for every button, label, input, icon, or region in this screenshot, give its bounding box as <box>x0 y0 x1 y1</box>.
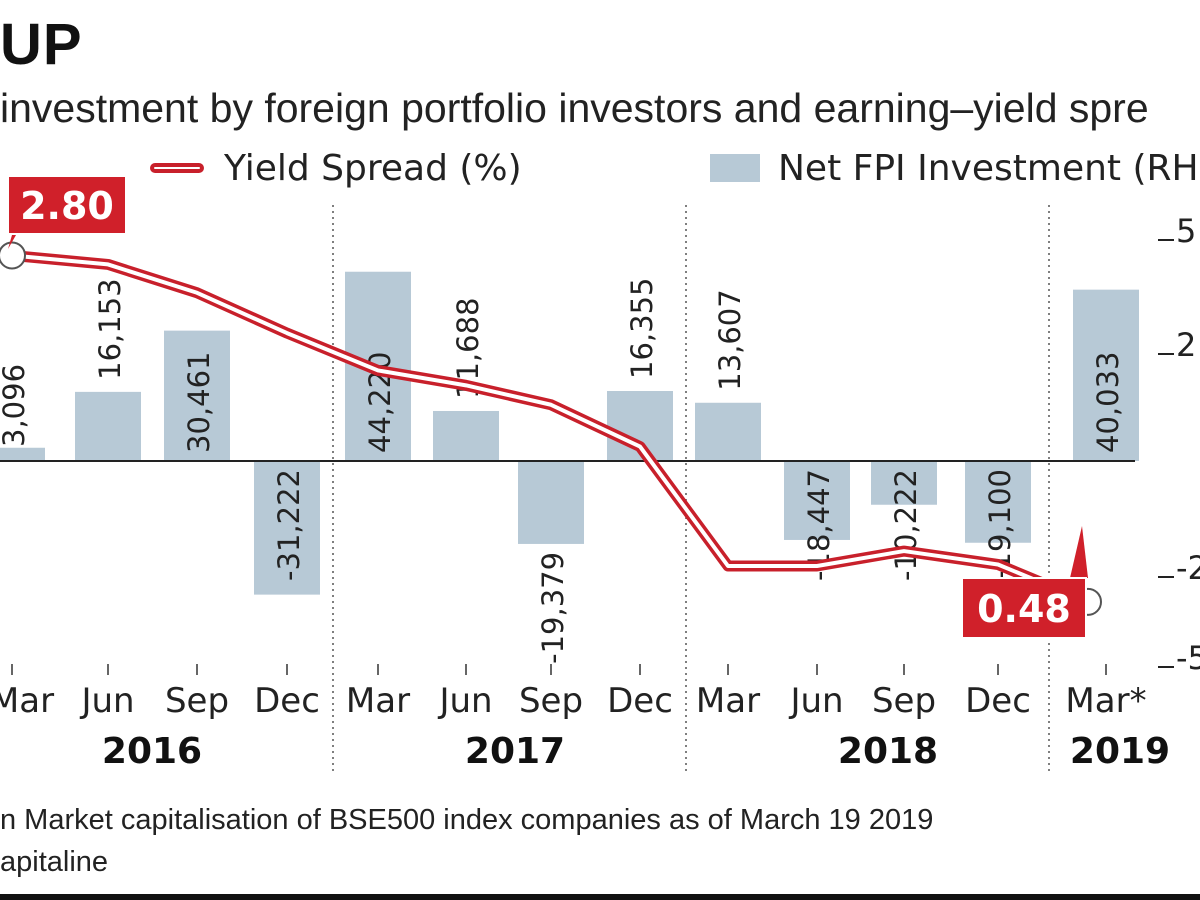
footnote-source: apitaline <box>0 846 109 878</box>
footnote-note: n Market capitalisation of BSE500 index … <box>0 804 934 836</box>
bar <box>784 461 850 540</box>
right-axis-tick-label: -2 <box>1176 549 1200 587</box>
callout-pointer <box>1070 526 1088 578</box>
bar-value-label: 16,153 <box>93 278 127 379</box>
month-label: Mar* <box>1065 681 1146 721</box>
chart-title: UP <box>0 12 83 77</box>
bar-value-label: 3,096 <box>0 364 31 447</box>
month-label: Mar <box>0 681 54 721</box>
month-label: Sep <box>165 681 229 721</box>
callout-box <box>961 577 1087 639</box>
callout-value: 0.48 <box>977 587 1071 631</box>
bar-value-label: 30,461 <box>182 352 216 453</box>
bar-value-label: -31,222 <box>272 469 306 581</box>
callout-value: 2.80 <box>20 184 114 228</box>
legend-bar-label: Net FPI Investment (RHS) <box>778 147 1200 189</box>
yield-spread-line-inner <box>11 253 1089 604</box>
right-axis-tick-label: -5 <box>1176 639 1200 677</box>
bar <box>433 410 499 461</box>
bar-value-label: -10,222 <box>889 469 923 581</box>
bar-value-label: 16,355 <box>625 278 659 379</box>
month-label: Dec <box>965 681 1031 721</box>
bar-value-label: -19,379 <box>536 552 570 664</box>
bar <box>518 461 584 544</box>
bar <box>965 461 1031 543</box>
month-label: Jun <box>437 681 492 721</box>
bottom-rule <box>0 894 1200 900</box>
month-label: Mar <box>346 681 410 721</box>
bar <box>164 330 230 461</box>
right-axis-tick-label: 5 <box>1176 212 1196 250</box>
bar-value-label: 40,033 <box>1091 352 1125 453</box>
year-label: 2016 <box>102 731 202 772</box>
year-label: 2019 <box>1070 731 1170 772</box>
year-label: 2018 <box>838 731 938 772</box>
legend-line-swatch <box>150 163 204 173</box>
yield-point-marker <box>0 241 26 270</box>
bar-value-label: 13,607 <box>713 289 747 390</box>
bar <box>0 447 45 461</box>
chart-subtitle: investment by foreign portfolio investor… <box>0 85 1149 131</box>
bar <box>1073 289 1139 461</box>
right-axis-tick-label: 2 <box>1176 326 1196 364</box>
legend-bar-swatch <box>710 154 760 182</box>
bar <box>871 461 937 505</box>
year-label: 2017 <box>465 731 565 772</box>
bar <box>695 402 761 461</box>
month-label: Sep <box>872 681 936 721</box>
month-label: Mar <box>696 681 760 721</box>
bar <box>254 461 320 595</box>
month-label: Jun <box>79 681 134 721</box>
callout-box <box>7 175 127 235</box>
month-label: Dec <box>254 681 320 721</box>
legend-net-fpi: Net FPI Investment (RHS) <box>710 143 1200 193</box>
month-label: Dec <box>607 681 673 721</box>
legend-line-label: Yield Spread (%) <box>224 147 522 189</box>
legend-yield-spread: Yield Spread (%) <box>150 143 522 193</box>
bar <box>75 391 141 461</box>
month-label: Sep <box>519 681 583 721</box>
month-label: Jun <box>788 681 843 721</box>
